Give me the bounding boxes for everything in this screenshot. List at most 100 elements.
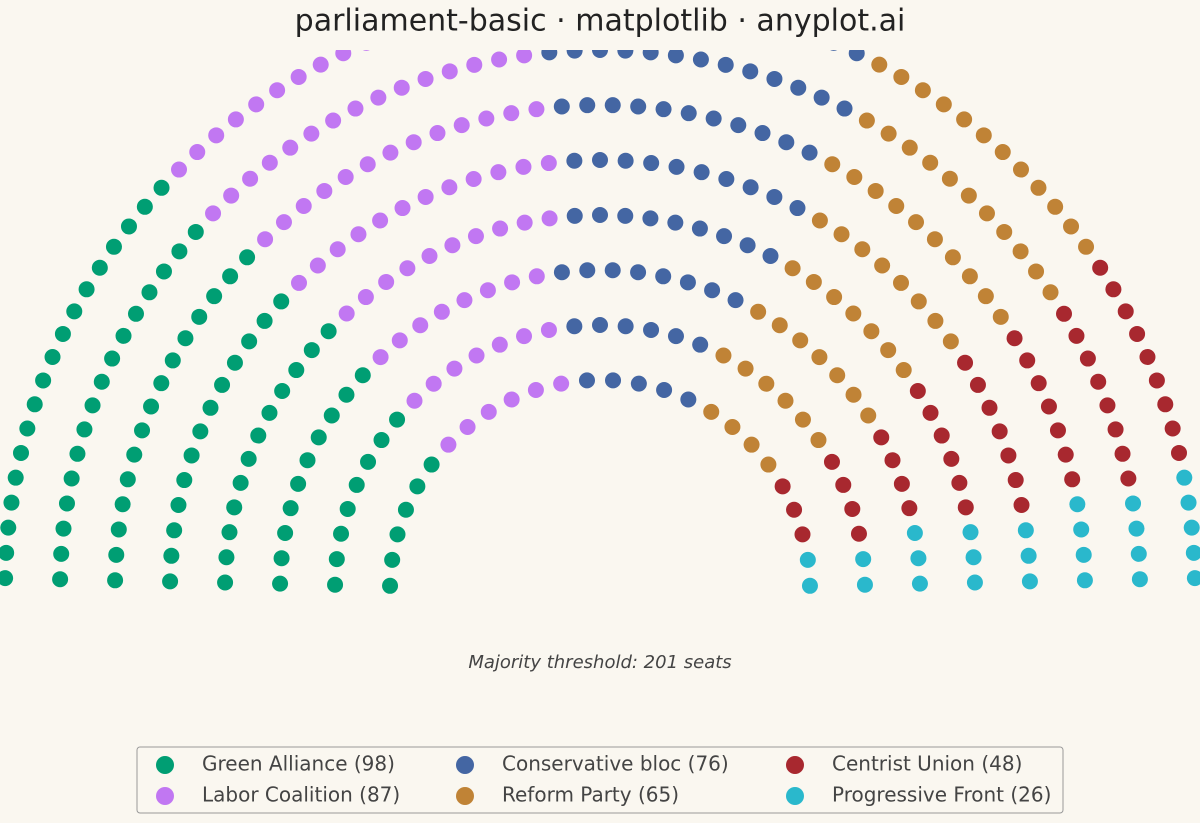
seat: [774, 478, 791, 495]
seat: [13, 444, 30, 461]
seat: [339, 500, 356, 517]
seat: [811, 349, 828, 366]
seat: [592, 50, 608, 58]
legend-marker: [156, 787, 174, 805]
seat: [845, 305, 862, 322]
seat: [63, 470, 80, 487]
seat: [553, 98, 570, 115]
seat: [440, 436, 457, 453]
seat: [777, 392, 794, 409]
seat: [44, 348, 61, 365]
seat: [163, 547, 180, 564]
seat: [164, 352, 181, 369]
seat: [389, 411, 406, 428]
seat: [108, 546, 125, 563]
seat: [805, 273, 822, 290]
seat: [528, 268, 545, 285]
seat: [187, 223, 204, 240]
seat: [0, 519, 17, 536]
seat: [642, 50, 659, 61]
seat: [299, 452, 316, 469]
seat: [1020, 547, 1037, 564]
seat: [966, 574, 983, 591]
seat: [992, 308, 1009, 325]
seat: [1069, 496, 1086, 513]
seat: [1049, 422, 1066, 439]
seat: [468, 347, 485, 364]
seat: [1117, 303, 1134, 320]
seat: [527, 382, 544, 399]
seat: [528, 101, 545, 118]
seat: [272, 575, 289, 592]
seat: [329, 241, 346, 258]
seat: [592, 207, 608, 223]
seat: [192, 423, 209, 440]
seat: [261, 404, 278, 421]
seat: [119, 471, 136, 488]
seat: [516, 50, 533, 64]
seat: [1139, 348, 1156, 365]
seat: [412, 317, 429, 334]
seat: [1130, 545, 1147, 562]
seat: [617, 50, 634, 59]
seat: [69, 445, 86, 462]
seat: [191, 308, 208, 325]
seat: [1012, 243, 1029, 260]
seat: [240, 450, 257, 467]
seat: [829, 367, 846, 384]
seat: [766, 188, 783, 205]
seat: [362, 50, 370, 51]
seat: [846, 169, 863, 186]
seat: [848, 50, 865, 62]
legend-label: Conservative bloc (76): [502, 752, 729, 776]
seat: [84, 397, 101, 414]
seat: [1030, 179, 1047, 196]
seat: [166, 522, 183, 539]
seat: [874, 257, 891, 274]
seat: [273, 293, 290, 310]
seat: [0, 544, 15, 561]
seat: [679, 274, 696, 291]
seat: [295, 197, 312, 214]
seat: [1120, 470, 1137, 487]
seat: [232, 474, 249, 491]
seat: [901, 500, 918, 517]
seat: [221, 524, 238, 541]
seat: [357, 289, 374, 306]
seat: [1186, 570, 1200, 587]
seat: [459, 419, 476, 436]
seat: [394, 200, 411, 217]
seat: [1017, 522, 1034, 539]
seat: [836, 100, 853, 117]
seat: [273, 550, 290, 567]
seat: [35, 372, 52, 389]
seat: [617, 318, 634, 335]
seat: [737, 360, 754, 377]
legend-label: Labor Coalition (87): [202, 783, 400, 807]
seat: [895, 362, 912, 379]
seat: [248, 96, 265, 113]
seat: [1012, 161, 1029, 178]
seat: [858, 112, 875, 129]
seat: [667, 328, 684, 345]
seat: [553, 264, 570, 281]
seat: [909, 382, 926, 399]
seat: [337, 169, 354, 186]
seat: [742, 179, 759, 196]
seat: [977, 288, 994, 305]
seat: [957, 354, 974, 371]
seat: [177, 330, 194, 347]
seat: [922, 154, 939, 171]
seat: [1068, 327, 1085, 344]
seat: [553, 375, 570, 392]
seat: [680, 391, 697, 408]
seat: [540, 321, 557, 338]
seat: [742, 63, 759, 80]
seat: [680, 105, 697, 122]
seat: [771, 317, 788, 334]
seat: [778, 134, 795, 151]
seat: [691, 220, 708, 237]
seat: [604, 97, 621, 114]
seat: [382, 577, 399, 594]
legend-marker: [156, 756, 174, 774]
